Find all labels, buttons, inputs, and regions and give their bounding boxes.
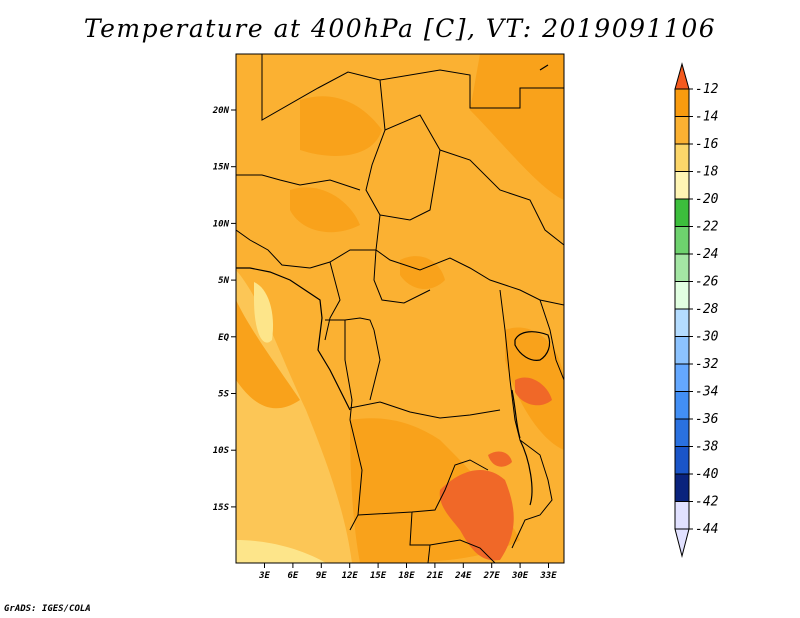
field-core-2: [515, 377, 552, 406]
lat-tick-label: 10S: [213, 446, 230, 456]
colorbar-label: -30: [695, 330, 719, 345]
colorbar-label: -42: [695, 495, 719, 510]
colorbar-swatch: [674, 473, 690, 502]
lat-tick-label: 10N: [213, 219, 230, 229]
colorbar-bottom-arrow: [674, 528, 690, 558]
field-patch-3: [290, 187, 360, 233]
colorbar-swatch: [674, 171, 690, 200]
field-band-coast: [254, 282, 274, 343]
colorbar-label: -14: [695, 110, 718, 125]
colorbar-label: -44: [695, 522, 718, 537]
lon-tick-label: 3E: [258, 571, 270, 581]
lon-tick-label: 12E: [342, 571, 359, 581]
colorbar-label: -32: [695, 357, 719, 372]
colorbar-swatch: [674, 446, 690, 475]
lat-tick-label: 5N: [218, 276, 229, 286]
colorbar-label: -12: [695, 82, 719, 97]
map-title: Temperature at 400hPa [C], VT: 201909110…: [83, 14, 717, 43]
colorbar-swatch: [674, 308, 690, 337]
colorbar: -12 -14 -16 -18 -20 -22 -24 -26 -28 -30 -32 -34 -36 -…: [674, 62, 719, 558]
colorbar-label: -36: [695, 412, 719, 427]
colorbar-swatch: [674, 226, 690, 255]
colorbar-label: -26: [695, 275, 719, 290]
field-patch-4: [236, 300, 300, 409]
lon-tick-label: 27E: [483, 571, 501, 581]
colorbar-label: -20: [695, 192, 719, 207]
lon-tick-label: 30E: [511, 571, 529, 581]
coastline-lakes: [236, 64, 551, 506]
field-band-south: [236, 540, 326, 563]
temperature-field: [236, 54, 564, 563]
lat-axis: 20N 15N 10N 5N EQ 5S 10S 15S: [212, 106, 236, 513]
colorbar-swatch: [674, 501, 690, 530]
lat-tick-label: 15N: [213, 163, 230, 173]
lon-tick-label: 18E: [398, 571, 415, 581]
lon-tick-label: 33E: [539, 571, 557, 581]
colorbar-swatch: [674, 116, 690, 145]
colorbar-swatch: [674, 281, 690, 310]
colorbar-label: -34: [695, 385, 718, 400]
colorbar-label: -18: [695, 165, 719, 180]
lon-axis: 3E 6E 9E 12E 15E 18E 21E 24E 27E 30E 33E: [258, 563, 557, 581]
colorbar-swatch: [674, 253, 690, 282]
colorbar-swatch: [674, 88, 690, 117]
colorbar-top-arrow: [674, 62, 690, 90]
lat-tick-label: EQ: [218, 333, 229, 343]
field-band-west: [236, 270, 352, 563]
colorbar-label: -38: [695, 440, 719, 455]
lat-tick-label: 20N: [212, 106, 230, 116]
map-frame: [235, 53, 565, 564]
colorbar-label: -40: [695, 467, 719, 482]
lon-tick-label: 24E: [454, 571, 472, 581]
colorbar-label: -28: [695, 302, 719, 317]
field-core-1: [439, 469, 514, 561]
colorbar-label: -22: [695, 220, 719, 235]
lat-tick-label: 5S: [218, 390, 229, 400]
colorbar-swatch: [674, 198, 690, 227]
colorbar-label: -16: [695, 137, 719, 152]
field-patch-2: [470, 54, 564, 200]
country-boundaries: [236, 54, 564, 563]
lon-tick-label: 15E: [370, 571, 387, 581]
grads-credit: GrADS: IGES/COLA: [4, 604, 91, 614]
lon-tick-label: 6E: [287, 571, 298, 581]
colorbar-swatch: [674, 143, 690, 172]
colorbar-swatch: [674, 336, 690, 365]
colorbar-swatch: [674, 418, 690, 447]
field-core-3: [488, 451, 512, 467]
colorbar-label: -24: [695, 247, 718, 262]
lon-tick-label: 9E: [316, 571, 327, 581]
lon-tick-label: 21E: [426, 571, 444, 581]
colorbar-swatch: [674, 363, 690, 392]
field-patch-1: [300, 96, 382, 156]
lat-tick-label: 15S: [213, 503, 230, 513]
colorbar-swatch: [674, 391, 690, 420]
